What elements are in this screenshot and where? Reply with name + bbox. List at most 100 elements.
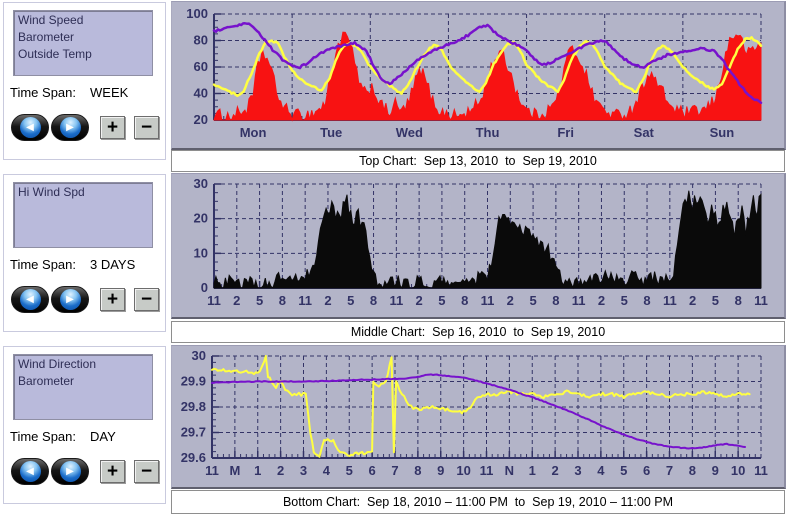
svg-text:10: 10 [194,245,208,260]
svg-text:9: 9 [437,463,444,478]
bottom-chart: 29.6 29.7 29.8 29.9 30 11 M 1 2 3 4 5 6 7 8 9 10 11 N 1 2 3 4 5… [171,345,786,489]
control-panel-middle: Hi Wind Spd Time Span: 3 DAYS ◀ ▶ + − [3,174,166,332]
svg-text:8: 8 [279,293,286,308]
svg-text:4: 4 [597,463,605,478]
svg-text:5: 5 [256,293,263,308]
svg-text:11: 11 [205,463,219,478]
list-item-barometer[interactable]: Barometer [18,374,75,388]
svg-text:2: 2 [277,463,284,478]
series-listbox-middle: Hi Wind Spd [13,182,153,248]
svg-text:2: 2 [598,293,605,308]
right-arrow-icon: ▶ [59,461,81,482]
left-arrow-icon: ◀ [19,117,41,138]
svg-text:5: 5 [621,293,628,308]
svg-text:11: 11 [754,463,768,478]
svg-text:5: 5 [347,293,354,308]
series-listbox-top: Wind Speed Barometer Outside Temp [13,10,153,76]
list-item-wind-direction[interactable]: Wind Direction [18,357,97,371]
svg-text:Mon: Mon [240,125,267,140]
svg-text:11: 11 [481,293,495,308]
scroll-forward-button[interactable]: ▶ [51,458,89,485]
svg-text:29.7: 29.7 [181,425,206,440]
middle-chart: 0 10 20 30 11 2 5 8 11 2 5 8 11 2 5 8 11 2 5 8 11 2 5 8 11 2 5 8 11 [171,173,786,319]
svg-text:20: 20 [194,211,208,226]
svg-text:5: 5 [712,293,719,308]
time-span-label: Time Span: [10,429,76,444]
zoom-in-button[interactable]: + [100,460,125,483]
svg-text:2: 2 [324,293,331,308]
zoom-out-button[interactable]: − [134,460,159,483]
svg-text:60: 60 [194,59,208,74]
time-span-label: Time Span: [10,257,76,272]
bottom-chart-caption: Bottom Chart: Sep 18, 2010 – 11:00 PM to… [171,490,785,514]
scroll-forward-button[interactable]: ▶ [51,114,89,141]
zoom-in-button[interactable]: + [100,116,125,139]
svg-text:29.9: 29.9 [181,374,206,389]
scroll-back-button[interactable]: ◀ [11,286,49,313]
series-listbox-bottom: Wind Direction Barometer [13,354,153,420]
middle-chart-caption: Middle Chart: Sep 16, 2010 to Sep 19, 20… [171,321,785,343]
svg-text:100: 100 [186,6,208,21]
svg-text:6: 6 [643,463,650,478]
svg-text:10: 10 [731,463,745,478]
svg-text:29.6: 29.6 [181,450,206,465]
svg-text:11: 11 [298,293,312,308]
right-arrow-icon: ▶ [59,289,81,310]
svg-text:8: 8 [552,293,559,308]
svg-text:7: 7 [666,463,673,478]
svg-text:80: 80 [194,33,208,48]
svg-text:1: 1 [254,463,261,478]
svg-text:8: 8 [689,463,696,478]
top-chart-canvas: 20 40 60 80 100 Mon Tue Wed Thu Fri Sat Sun [186,6,763,140]
button-row: ◀ ▶ + − [11,286,159,313]
time-span-value: WEEK [90,85,129,100]
svg-text:8: 8 [414,463,421,478]
svg-text:4: 4 [323,463,331,478]
list-item-hi-wind-spd[interactable]: Hi Wind Spd [18,185,85,199]
button-row: ◀ ▶ + − [11,458,159,485]
scroll-forward-button[interactable]: ▶ [51,286,89,313]
zoom-in-button[interactable]: + [100,288,125,311]
svg-text:Fri: Fri [557,125,574,140]
svg-text:5: 5 [438,293,445,308]
svg-text:11: 11 [480,463,494,478]
svg-text:40: 40 [194,86,208,101]
svg-text:10: 10 [456,463,470,478]
svg-text:3: 3 [300,463,307,478]
svg-text:8: 8 [643,293,650,308]
svg-text:30: 30 [194,176,208,191]
list-item-wind-speed[interactable]: Wind Speed [18,13,84,27]
list-item-barometer[interactable]: Barometer [18,30,75,44]
svg-text:3: 3 [574,463,581,478]
control-panel-bottom: Wind Direction Barometer Time Span: DAY ◀… [3,346,166,504]
svg-text:8: 8 [461,293,468,308]
svg-text:2: 2 [416,293,423,308]
svg-text:11: 11 [207,293,221,308]
svg-text:Sat: Sat [634,125,655,140]
time-span-label: Time Span: [10,85,76,100]
svg-text:9: 9 [712,463,719,478]
svg-text:1: 1 [529,463,536,478]
list-item-outside-temp[interactable]: Outside Temp [18,47,92,61]
scroll-back-button[interactable]: ◀ [11,458,49,485]
control-panel-top: Wind Speed Barometer Outside Temp Time S… [3,2,166,160]
left-arrow-icon: ◀ [19,289,41,310]
svg-text:11: 11 [754,293,768,308]
svg-text:6: 6 [369,463,376,478]
scroll-back-button[interactable]: ◀ [11,114,49,141]
time-span-row: Time Span: DAY [10,429,116,444]
svg-text:Thu: Thu [476,125,500,140]
svg-text:Sun: Sun [710,125,735,140]
zoom-out-button[interactable]: − [134,116,159,139]
svg-text:8: 8 [735,293,742,308]
svg-text:30: 30 [192,348,206,363]
svg-text:5: 5 [346,463,353,478]
svg-text:5: 5 [620,463,627,478]
zoom-out-button[interactable]: − [134,288,159,311]
time-span-row: Time Span: 3 DAYS [10,257,135,272]
svg-text:29.8: 29.8 [181,399,206,414]
svg-text:11: 11 [389,293,403,308]
